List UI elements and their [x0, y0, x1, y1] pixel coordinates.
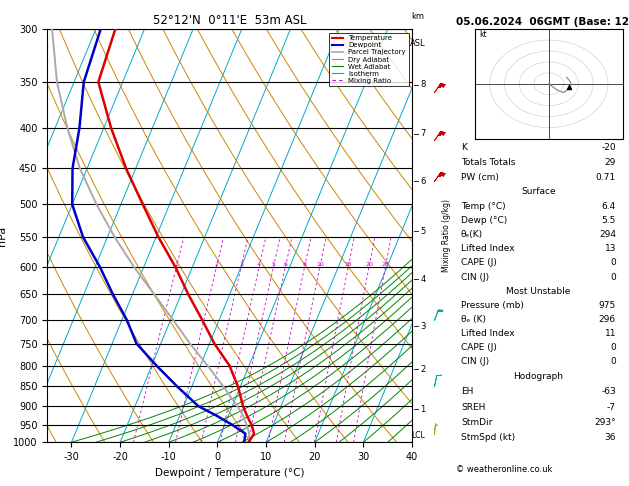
- Text: 29: 29: [604, 157, 616, 167]
- Text: 6: 6: [284, 262, 287, 267]
- Text: EH: EH: [461, 387, 473, 396]
- Text: 5: 5: [272, 262, 276, 267]
- Text: 3: 3: [239, 262, 243, 267]
- Text: Totals Totals: Totals Totals: [461, 157, 515, 167]
- Text: 2: 2: [214, 262, 218, 267]
- Text: Pressure (mb): Pressure (mb): [461, 301, 524, 310]
- Text: Lifted Index: Lifted Index: [461, 244, 515, 253]
- Text: Temp (°C): Temp (°C): [461, 202, 506, 210]
- Text: LCL: LCL: [411, 431, 425, 440]
- Text: 0: 0: [610, 273, 616, 282]
- Text: 4: 4: [257, 262, 261, 267]
- Title: 52°12'N  0°11'E  53m ASL: 52°12'N 0°11'E 53m ASL: [153, 14, 306, 27]
- Text: 5: 5: [420, 227, 425, 236]
- Text: PW (cm): PW (cm): [461, 173, 499, 182]
- Text: 25: 25: [381, 262, 389, 267]
- Text: Lifted Index: Lifted Index: [461, 329, 515, 338]
- Text: θₑ (K): θₑ (K): [461, 315, 486, 324]
- Text: 0.71: 0.71: [596, 173, 616, 182]
- Text: km: km: [411, 12, 425, 21]
- Text: 0: 0: [610, 357, 616, 366]
- Text: CAPE (J): CAPE (J): [461, 259, 497, 267]
- Text: 6.4: 6.4: [602, 202, 616, 210]
- Text: 6: 6: [420, 176, 426, 186]
- Text: StmDir: StmDir: [461, 418, 493, 427]
- Text: 294: 294: [599, 230, 616, 239]
- Text: Most Unstable: Most Unstable: [506, 287, 571, 296]
- Text: ASL: ASL: [410, 39, 426, 49]
- Text: SREH: SREH: [461, 402, 485, 412]
- Text: K: K: [461, 142, 467, 152]
- Text: kt: kt: [479, 30, 487, 39]
- Text: CAPE (J): CAPE (J): [461, 343, 497, 352]
- Text: 15: 15: [345, 262, 352, 267]
- Text: 11: 11: [604, 329, 616, 338]
- Text: 36: 36: [604, 434, 616, 442]
- Text: © weatheronline.co.uk: © weatheronline.co.uk: [456, 465, 552, 474]
- Text: CIN (J): CIN (J): [461, 273, 489, 282]
- Text: 2: 2: [420, 364, 425, 374]
- Text: 1: 1: [420, 405, 425, 414]
- Text: Mixing Ratio (g/kg): Mixing Ratio (g/kg): [442, 199, 451, 272]
- Text: 3: 3: [420, 322, 426, 330]
- Text: 8: 8: [303, 262, 306, 267]
- Text: Hodograph: Hodograph: [513, 372, 564, 381]
- Text: 1: 1: [174, 262, 179, 267]
- Text: 05.06.2024  06GMT (Base: 12): 05.06.2024 06GMT (Base: 12): [456, 17, 629, 27]
- Text: -63: -63: [601, 387, 616, 396]
- X-axis label: Dewpoint / Temperature (°C): Dewpoint / Temperature (°C): [155, 468, 304, 478]
- Text: 8: 8: [420, 81, 426, 89]
- Text: 293°: 293°: [594, 418, 616, 427]
- Text: 4: 4: [420, 275, 425, 284]
- Text: θₑ(K): θₑ(K): [461, 230, 483, 239]
- Text: 975: 975: [599, 301, 616, 310]
- Text: -20: -20: [601, 142, 616, 152]
- Text: 0: 0: [610, 259, 616, 267]
- Text: 0: 0: [610, 343, 616, 352]
- Text: 13: 13: [604, 244, 616, 253]
- Text: 296: 296: [599, 315, 616, 324]
- Text: Surface: Surface: [521, 187, 556, 196]
- Text: -7: -7: [607, 402, 616, 412]
- Y-axis label: hPa: hPa: [0, 226, 8, 246]
- Text: 10: 10: [316, 262, 324, 267]
- Text: 5.5: 5.5: [601, 216, 616, 225]
- Text: 20: 20: [365, 262, 373, 267]
- Text: StmSpd (kt): StmSpd (kt): [461, 434, 515, 442]
- Text: 7: 7: [420, 129, 426, 139]
- Legend: Temperature, Dewpoint, Parcel Trajectory, Dry Adiabat, Wet Adiabat, Isotherm, Mi: Temperature, Dewpoint, Parcel Trajectory…: [330, 33, 408, 87]
- Text: Dewp (°C): Dewp (°C): [461, 216, 507, 225]
- Text: CIN (J): CIN (J): [461, 357, 489, 366]
